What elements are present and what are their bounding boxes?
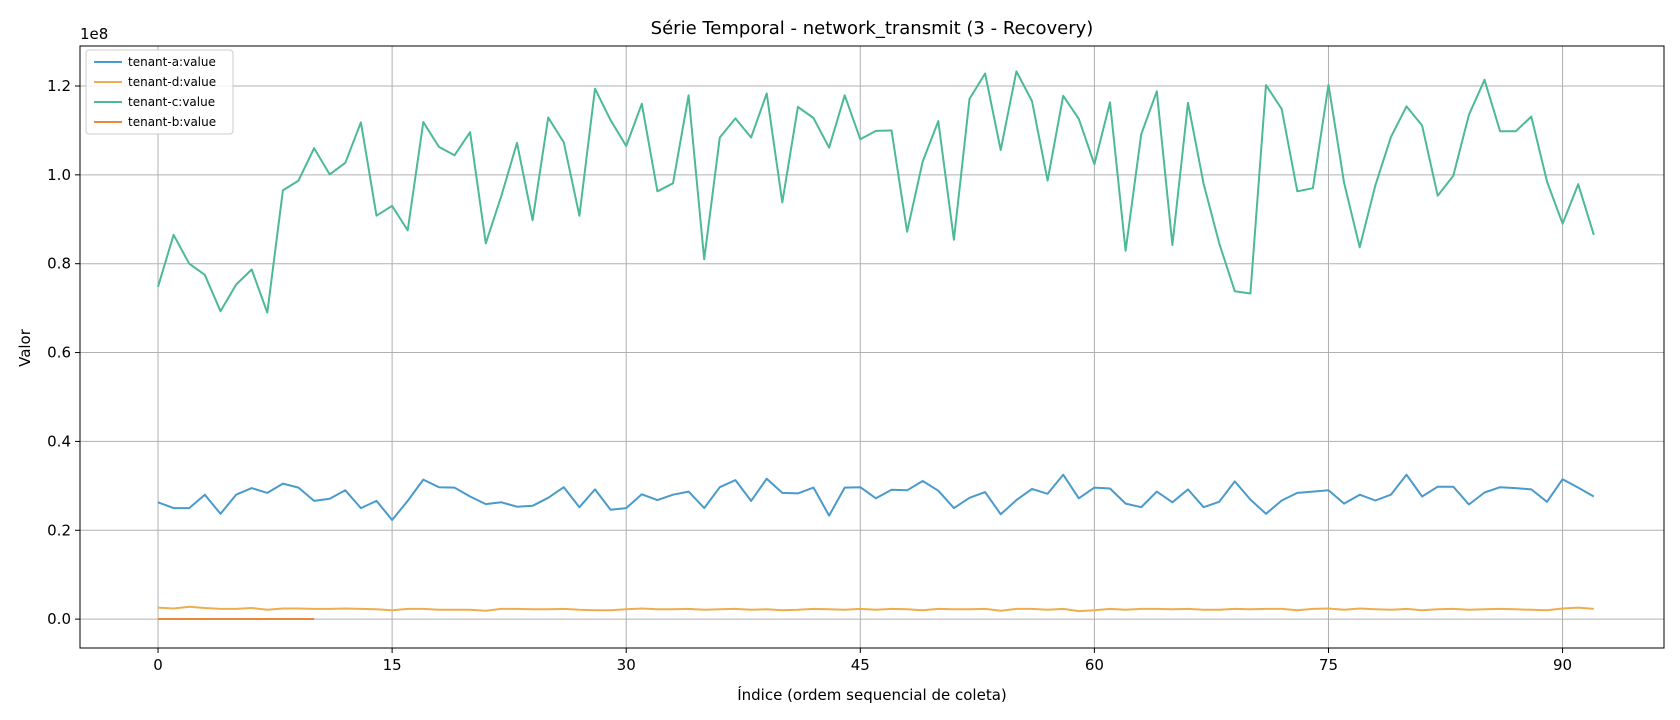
y-tick-label: 0.8 [47, 255, 71, 273]
series-line-tenant-c [157, 70, 1595, 314]
legend-label: tenant-b:value [128, 115, 216, 129]
plot-area [157, 70, 1595, 620]
legend-box [85, 49, 234, 135]
legend-label: tenant-a:value [128, 55, 216, 69]
x-tick-label: 90 [1553, 656, 1572, 674]
x-tick-label: 60 [1085, 656, 1104, 674]
axes-frame [79, 45, 1665, 649]
chart-title: Série Temporal - network_transmit (3 - R… [651, 18, 1094, 39]
y-tick-label: 0.6 [47, 344, 71, 362]
legend: tenant-a:value tenant-d:value tenant-c:v… [85, 49, 234, 135]
y-tick-label: 0.4 [47, 432, 71, 450]
x-axis-label: Índice (ordem sequencial de coleta) [737, 685, 1007, 704]
legend-label: tenant-d:value [128, 75, 216, 89]
series-line-tenant-a [157, 473, 1595, 521]
legend-label: tenant-c:value [128, 95, 215, 109]
y-axis-label: Valor [16, 328, 34, 367]
y-axis: 0.0 0.2 0.4 0.6 0.8 1.0 1.2 [47, 77, 80, 628]
x-tick-label: 45 [851, 656, 870, 674]
y-tick-label: 1.2 [47, 77, 71, 95]
x-tick-label: 15 [383, 656, 402, 674]
y-tick-label: 1.0 [47, 166, 71, 184]
x-tick-label: 0 [153, 656, 163, 674]
series-line-tenant-d [157, 605, 1594, 613]
x-axis: 0 15 30 45 60 75 90 [153, 648, 1572, 674]
y-tick-label: 0.2 [47, 521, 71, 539]
y-tick-label: 0.0 [47, 610, 71, 628]
x-tick-label: 75 [1319, 656, 1338, 674]
y-axis-offset-text: 1e8 [80, 25, 108, 43]
x-tick-label: 30 [617, 656, 636, 674]
